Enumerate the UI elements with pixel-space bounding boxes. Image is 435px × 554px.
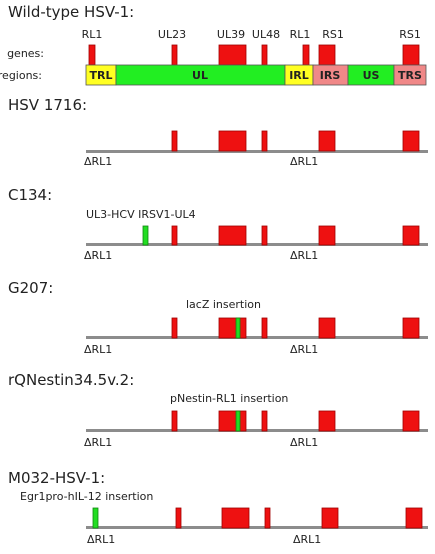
genes-row-label: genes: <box>7 47 44 60</box>
insert-annotation: lacZ insertion <box>186 298 261 311</box>
region-label-ul: UL <box>192 69 208 82</box>
genome-backbone <box>86 526 428 529</box>
gene-label-rs1-right: RS1 <box>399 28 421 41</box>
construct-title: G207: <box>8 279 53 297</box>
deletion-label-left: ΔRL1 <box>84 436 112 449</box>
gene-box-rs1-right <box>402 317 420 339</box>
gene-box-ul39 <box>218 410 247 432</box>
gene-box-ul23 <box>171 410 178 432</box>
gene-box-ul48 <box>261 317 268 339</box>
green-insert-box <box>235 317 241 339</box>
construct-title: HSV 1716: <box>8 96 87 114</box>
insert-annotation: Egr1pro-hIL-12 insertion <box>20 490 153 503</box>
region-label-irl: IRL <box>289 69 309 82</box>
region-label-trl: TRL <box>90 69 113 82</box>
gene-box-rs1-left <box>318 317 336 339</box>
gene-box-rs1-left <box>318 130 336 152</box>
gene-box-ul39 <box>218 225 247 246</box>
deletion-label-right: ΔRL1 <box>293 533 321 546</box>
gene-box-rs1-left <box>318 410 336 432</box>
genome-backbone <box>86 150 428 153</box>
gene-box-ul39 <box>221 507 250 529</box>
gene-box-ul48 <box>261 44 268 66</box>
gene-box-ul39 <box>218 317 247 339</box>
gene-box-ul48 <box>264 507 271 529</box>
insert-annotation: pNestin-RL1 insertion <box>170 392 288 405</box>
gene-box-rs1-right <box>405 507 423 529</box>
gene-box-rs1-right <box>402 130 420 152</box>
insert-annotation: UL3-HCV IRSV1-UL4 <box>86 208 196 221</box>
gene-box-rs1-right <box>402 225 420 246</box>
gene-box-ul39 <box>218 44 247 66</box>
deletion-label-left: ΔRL1 <box>87 533 115 546</box>
construct-title: C134: <box>8 186 52 204</box>
gene-box-rl1-right <box>302 44 310 66</box>
deletion-label-right: ΔRL1 <box>290 155 318 168</box>
construct-panel-c134: C134: UL3-HCV IRSV1-UL4 ΔRL1 ΔRL1 <box>8 186 428 262</box>
genome-backbone <box>86 429 428 432</box>
wildtype-panel: Wild-type HSV-1: genes: regions: RL1 UL2… <box>0 3 427 86</box>
gene-label-ul48: UL48 <box>252 28 280 41</box>
gene-box-rs1-left <box>318 225 336 246</box>
regions-row-label: regions: <box>0 69 42 82</box>
deletion-label-right: ΔRL1 <box>290 436 318 449</box>
green-insert-box <box>142 225 149 246</box>
gene-box-ul48 <box>261 410 268 432</box>
construct-title: M032-HSV-1: <box>8 469 105 487</box>
deletion-label-left: ΔRL1 <box>84 343 112 356</box>
gene-box-ul23 <box>171 130 178 152</box>
gene-box-rl1-left <box>88 44 96 66</box>
gene-label-rl1-right: RL1 <box>290 28 311 41</box>
gene-box-ul48 <box>261 225 268 246</box>
gene-box-ul23 <box>171 44 178 66</box>
region-trs <box>393 64 427 86</box>
deletion-label-left: ΔRL1 <box>84 249 112 262</box>
gene-box-ul23 <box>175 507 182 529</box>
gene-box-ul23 <box>171 225 178 246</box>
region-label-trs: TRS <box>398 69 422 82</box>
construct-title: rQNestin34.5v.2: <box>8 371 134 389</box>
gene-box-rs1-left <box>321 507 339 529</box>
deletion-label-right: ΔRL1 <box>290 249 318 262</box>
gene-box-ul23 <box>171 317 178 339</box>
gene-label-rs1-left: RS1 <box>322 28 344 41</box>
genome-backbone <box>86 336 428 339</box>
region-label-irs: IRS <box>320 69 341 82</box>
gene-box-rs1-right <box>402 44 420 66</box>
genome-backbone <box>86 243 428 246</box>
gene-label-rl1-left: RL1 <box>82 28 103 41</box>
deletion-label-right: ΔRL1 <box>290 343 318 356</box>
gene-box-ul39 <box>218 130 247 152</box>
gene-box-rs1-right <box>402 410 420 432</box>
gene-label-ul39: UL39 <box>217 28 245 41</box>
green-insert-box <box>235 410 241 432</box>
construct-panel-hsv1716: HSV 1716: ΔRL1 ΔRL1 <box>8 96 428 168</box>
wildtype-title: Wild-type HSV-1: <box>8 3 134 21</box>
construct-panel-m032: M032-HSV-1: Egr1pro-hIL-12 insertion ΔRL… <box>8 469 428 546</box>
region-label-us: US <box>363 69 380 82</box>
construct-panel-rqnestin: rQNestin34.5v.2: pNestin-RL1 insertion Δ… <box>8 371 428 449</box>
gene-box-rs1-left <box>318 44 336 66</box>
construct-panel-g207: G207: lacZ insertion ΔRL1 ΔRL1 <box>8 279 428 356</box>
deletion-label-left: ΔRL1 <box>84 155 112 168</box>
gene-box-ul48 <box>261 130 268 152</box>
green-insert-box <box>92 507 99 529</box>
gene-label-ul23: UL23 <box>158 28 186 41</box>
